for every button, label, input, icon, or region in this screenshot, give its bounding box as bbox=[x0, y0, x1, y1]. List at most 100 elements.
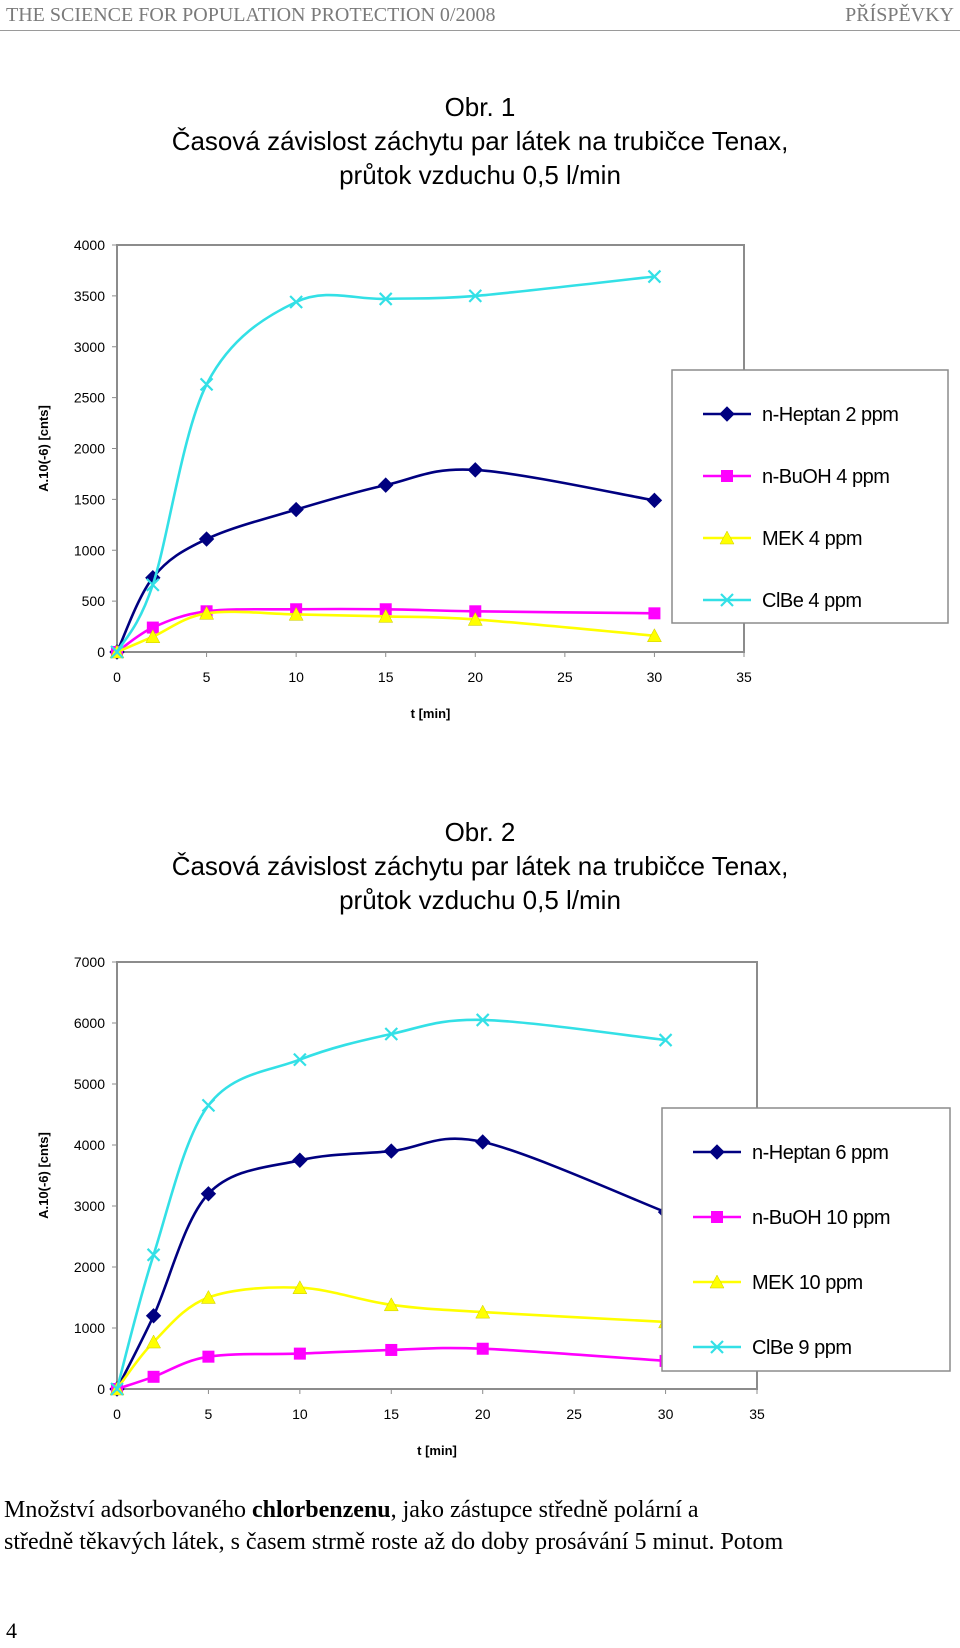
series-line bbox=[116, 610, 655, 654]
x-tick-label: 5 bbox=[205, 1406, 213, 1422]
y-tick-label: 5000 bbox=[74, 1076, 105, 1092]
data-point bbox=[647, 628, 662, 642]
data-point bbox=[476, 1342, 489, 1355]
section-title: PŘÍSPĚVKY bbox=[845, 4, 954, 26]
x-tick-label: 30 bbox=[647, 669, 663, 685]
y-tick-label: 2500 bbox=[74, 390, 105, 406]
x-tick-label: 15 bbox=[383, 1406, 399, 1422]
legend-label: ClBe 4 ppm bbox=[762, 590, 862, 612]
chart-1: 0 500 1000 1500 2000 2500 3000 3500 4000 0 5 10 15 20… bbox=[36, 237, 949, 721]
chart-1-title: Obr. 1 Časová závislost záchytu par láte… bbox=[0, 90, 960, 192]
x-axis-label: t [min] bbox=[411, 706, 451, 721]
y-tick-label: 2000 bbox=[74, 1259, 105, 1275]
data-point bbox=[468, 289, 483, 303]
data-point bbox=[292, 1280, 308, 1294]
data-point bbox=[475, 1134, 491, 1150]
data-point bbox=[710, 1340, 724, 1354]
journal-title: THE SCIENCE FOR POPULATION PROTECTION 0/… bbox=[6, 4, 496, 26]
data-point bbox=[289, 295, 303, 309]
legend-label: n-BuOH 10 ppm bbox=[752, 1207, 890, 1229]
chart-2-title: Obr. 2 Časová závislost záchytu par láte… bbox=[0, 815, 960, 917]
x-tick-label: 20 bbox=[475, 1406, 491, 1422]
legend-label: ClBe 9 ppm bbox=[752, 1337, 852, 1359]
legend-label: MEK 10 ppm bbox=[752, 1272, 863, 1294]
y-tick-label: 500 bbox=[82, 593, 106, 609]
y-tick-label: 1000 bbox=[74, 542, 105, 558]
data-point bbox=[720, 593, 734, 607]
data-point bbox=[201, 1098, 216, 1113]
data-point bbox=[198, 531, 215, 547]
data-point bbox=[293, 1347, 306, 1360]
chart-2: 0 1000 2000 3000 4000 5000 6000 7000 0 5 10 15 20 25 3… bbox=[36, 954, 951, 1458]
data-point bbox=[146, 1334, 161, 1349]
data-point bbox=[469, 605, 482, 618]
data-point bbox=[709, 1144, 725, 1160]
data-point bbox=[288, 501, 304, 518]
data-point bbox=[467, 611, 483, 626]
data-point bbox=[646, 492, 663, 509]
data-point bbox=[199, 377, 214, 392]
data-point bbox=[145, 1308, 162, 1324]
x-tick-label: 0 bbox=[113, 669, 121, 685]
y-tick-label: 3000 bbox=[74, 1198, 105, 1214]
legend-box bbox=[671, 369, 949, 624]
x-tick-label: 25 bbox=[566, 1406, 582, 1422]
x-tick-label: 5 bbox=[203, 669, 211, 685]
y-tick-label: 2000 bbox=[74, 441, 105, 457]
plot-area bbox=[116, 961, 758, 1390]
y-tick-label: 7000 bbox=[74, 954, 105, 970]
page-number: 4 bbox=[6, 1618, 17, 1643]
y-tick-label: 3500 bbox=[74, 288, 105, 304]
data-point bbox=[648, 607, 661, 620]
data-point bbox=[146, 578, 160, 592]
series-diamond bbox=[109, 462, 663, 660]
y-tick-label: 1000 bbox=[74, 1320, 105, 1336]
chart-1-title-line: průtok vzduchu 0,5 l/min bbox=[339, 160, 621, 190]
data-point bbox=[378, 292, 393, 306]
data-point bbox=[202, 1350, 215, 1363]
data-point bbox=[201, 1289, 216, 1304]
data-point bbox=[711, 1211, 723, 1223]
y-tick-label: 0 bbox=[97, 1381, 105, 1397]
x-tick-label: 10 bbox=[292, 1406, 308, 1422]
data-point bbox=[110, 645, 124, 659]
chart-2-title-line: Obr. 2 bbox=[444, 817, 516, 847]
y-tick-label: 6000 bbox=[74, 1015, 105, 1031]
paragraph-line: středně těkavých látek, s časem strmě ro… bbox=[4, 1529, 784, 1555]
x-tick-label: 25 bbox=[557, 669, 573, 685]
y-axis-label: A.10(-6) [cnts] bbox=[36, 1132, 51, 1219]
series-triangle bbox=[109, 605, 662, 659]
series-x bbox=[110, 1013, 673, 1396]
series-x bbox=[110, 269, 662, 659]
data-point bbox=[110, 1382, 124, 1396]
data-point bbox=[288, 606, 304, 621]
data-point bbox=[475, 1304, 491, 1319]
y-axis-label: A.10(-6) [cnts] bbox=[36, 405, 51, 492]
data-point bbox=[719, 530, 735, 545]
data-point bbox=[383, 1143, 399, 1159]
paragraph-bold-term: chlorbenzenu bbox=[251, 1497, 391, 1523]
legend-label: n-BuOH 4 ppm bbox=[762, 466, 889, 488]
plot-area bbox=[116, 244, 745, 653]
data-point bbox=[146, 1248, 161, 1262]
x-tick-label: 35 bbox=[749, 1406, 765, 1422]
data-point bbox=[721, 470, 733, 482]
data-point bbox=[292, 1152, 308, 1168]
chart-2-title-line: Časová závislost záchytu par látek na tr… bbox=[171, 851, 789, 881]
paragraph-text: Množství adsorbovaného bbox=[4, 1497, 252, 1523]
data-point bbox=[475, 1013, 490, 1027]
data-point bbox=[199, 605, 214, 620]
legend-label: n-Heptan 2 ppm bbox=[762, 404, 898, 426]
data-point bbox=[293, 1052, 307, 1067]
data-point bbox=[378, 477, 394, 493]
chart-2-title-line: průtok vzduchu 0,5 l/min bbox=[339, 885, 621, 915]
data-point bbox=[709, 1274, 725, 1289]
data-point bbox=[378, 608, 394, 623]
x-tick-label: 20 bbox=[467, 669, 483, 685]
y-tick-label: 4000 bbox=[74, 1137, 105, 1153]
y-tick-label: 0 bbox=[97, 644, 105, 660]
y-tick-label: 4000 bbox=[74, 237, 105, 253]
x-tick-label: 10 bbox=[288, 669, 304, 685]
data-point bbox=[147, 1370, 160, 1383]
data-point bbox=[145, 629, 161, 643]
